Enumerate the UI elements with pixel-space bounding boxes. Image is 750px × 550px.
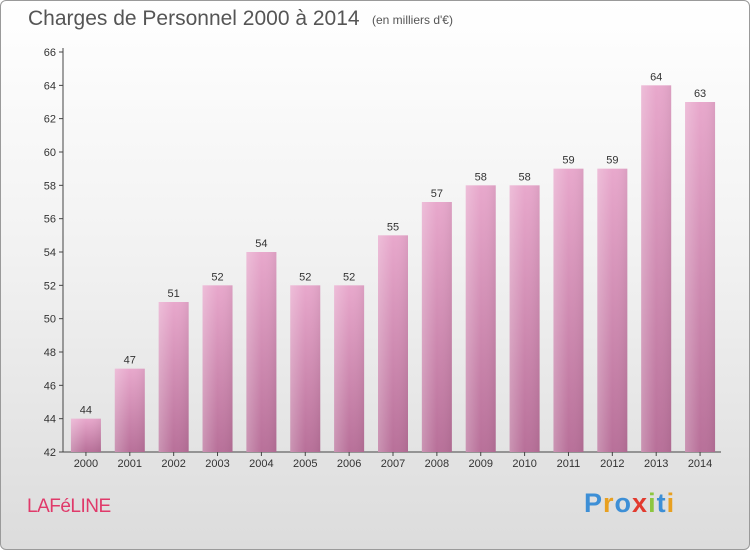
x-tick-label: 2007: [381, 458, 405, 470]
y-tick-label: 64: [44, 80, 56, 92]
y-tick-label: 54: [44, 247, 56, 259]
bar-value-label: 47: [124, 355, 136, 367]
bar-value-label: 57: [431, 188, 443, 200]
x-tick-label: 2013: [644, 458, 668, 470]
bar-sheen: [290, 285, 321, 452]
logo-letter: x: [632, 488, 649, 518]
bar-sheen: [158, 302, 189, 452]
x-tick-label: 2012: [600, 458, 624, 470]
bar-value-label: 63: [694, 88, 706, 100]
bar-sheen: [334, 285, 365, 452]
x-tick-label: 2000: [74, 458, 98, 470]
bar-sheen: [70, 418, 101, 452]
x-tick-label: 2002: [161, 458, 185, 470]
logo-letter: o: [614, 488, 633, 518]
logo-letter: P: [584, 488, 604, 518]
y-tick-label: 60: [44, 147, 56, 159]
bar-sheen: [378, 235, 408, 452]
bar-value-label: 44: [80, 405, 92, 417]
y-tick-label: 44: [44, 414, 56, 426]
bar-value-label: 64: [650, 71, 662, 83]
location-name: LAFéLINE: [27, 496, 111, 517]
y-tick-label: 52: [44, 280, 56, 292]
logo-letter: i: [666, 488, 676, 518]
bar-value-label: 54: [255, 238, 267, 250]
bar-value-label: 58: [475, 171, 487, 183]
x-tick-label: 2003: [205, 458, 229, 470]
x-tick-label: 2010: [512, 458, 536, 470]
bar-value-label: 59: [562, 155, 574, 167]
bar-sheen: [421, 202, 452, 452]
bar-value-label: 52: [299, 271, 311, 283]
x-tick-label: 2005: [293, 458, 317, 470]
y-tick-label: 50: [44, 314, 56, 326]
x-tick-label: 2011: [557, 458, 581, 470]
bar-value-label: 51: [168, 288, 180, 300]
bar-value-label: 52: [343, 271, 355, 283]
y-tick-label: 48: [44, 347, 56, 359]
bar-sheen: [597, 168, 628, 452]
chart-title: Charges de Personnel 2000 à 2014: [28, 7, 360, 30]
y-tick-label: 62: [44, 114, 56, 126]
x-tick-label: 2009: [468, 458, 492, 470]
y-tick-label: 66: [44, 47, 56, 59]
y-tick-label: 46: [44, 380, 56, 392]
proxiti-logo: Proxiti: [584, 488, 675, 519]
bar-value-label: 58: [518, 171, 530, 183]
bar-sheen: [553, 168, 584, 452]
chart-subtitle: (en milliers d'€): [372, 13, 453, 27]
x-tick-label: 2014: [688, 458, 712, 470]
logo-letter: i: [648, 488, 657, 518]
y-tick-label: 58: [44, 180, 56, 192]
bar-sheen: [685, 102, 716, 452]
y-tick-label: 56: [44, 214, 56, 226]
chart-labels: 2000 44 2001 47 2002 51 2003 52 2004 54 2005 52 2006…: [74, 71, 713, 470]
x-tick-label: 2004: [249, 458, 273, 470]
chart-bars: [70, 85, 716, 453]
bar-sheen: [114, 368, 145, 452]
x-tick-label: 2006: [337, 458, 361, 470]
logo-letter: t: [656, 488, 667, 518]
bar-sheen: [246, 252, 277, 452]
logo-letter: r: [603, 488, 615, 518]
bar-sheen: [465, 185, 496, 453]
bar-value-label: 55: [387, 221, 399, 233]
x-tick-label: 2008: [425, 458, 449, 470]
bar-sheen: [641, 85, 672, 452]
bar-sheen: [509, 185, 540, 453]
bar-value-label: 52: [211, 271, 223, 283]
y-tick-label: 42: [44, 447, 56, 459]
bar-value-label: 59: [606, 155, 618, 167]
x-tick-label: 2001: [118, 458, 142, 470]
bar-sheen: [202, 285, 233, 452]
